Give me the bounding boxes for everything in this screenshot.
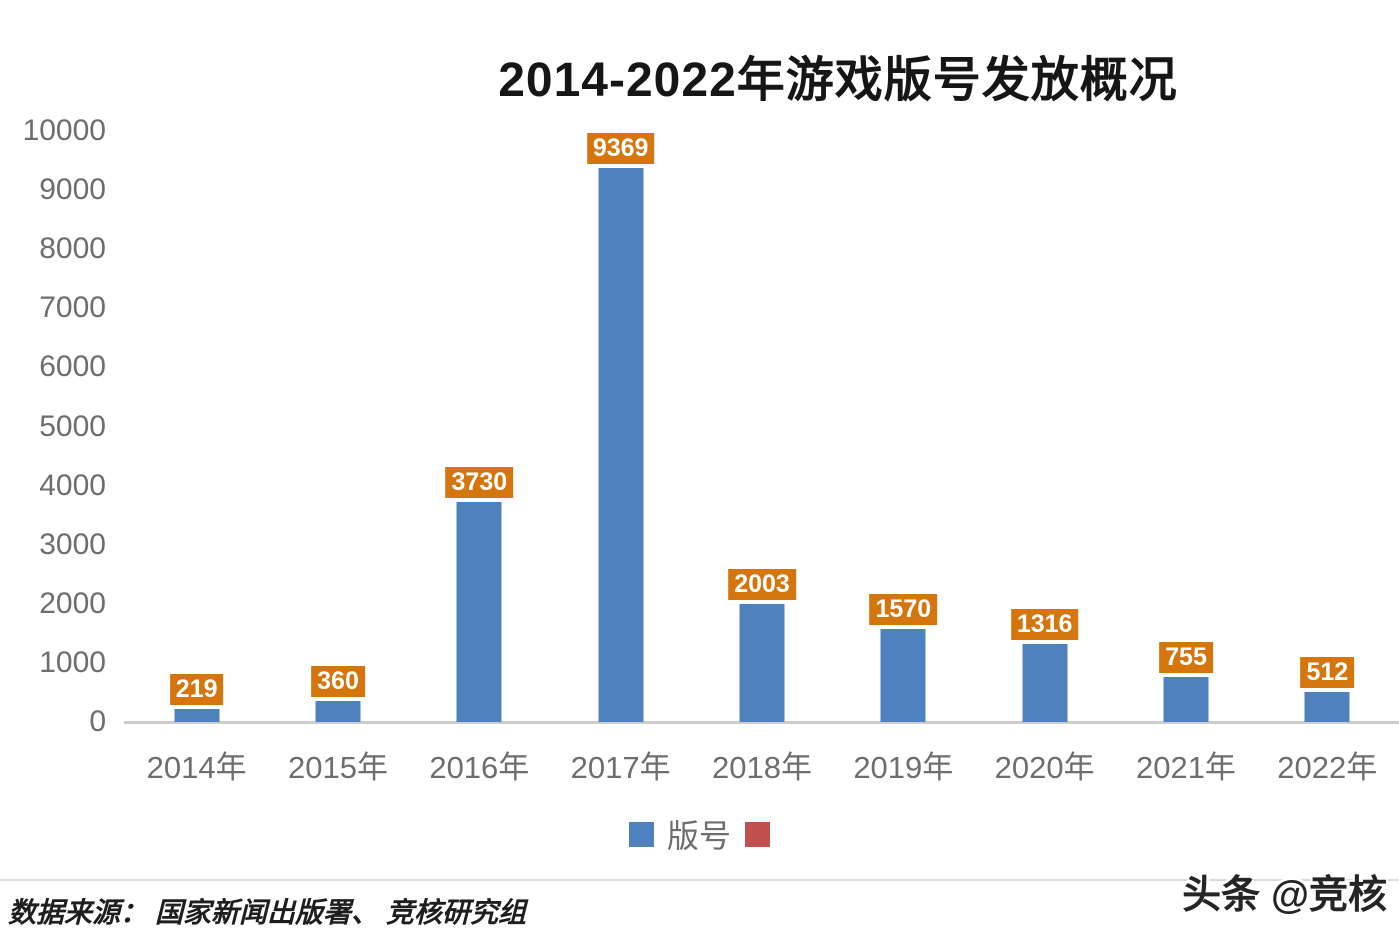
data-source-note: 数据来源： 国家新闻出版署、 竞核研究组 [8,898,527,929]
y-tick-label: 4000 [39,468,106,502]
bar-2015年 [315,701,361,722]
x-tick-label: 2018年 [711,750,812,785]
bar-2021年 [1163,677,1209,722]
x-tick-label: 2016年 [429,750,530,785]
bar-value-label: 1570 [869,594,938,625]
y-tick-label: 2000 [39,586,106,620]
y-tick-label: 7000 [39,291,106,325]
bar-2014年 [174,709,220,722]
y-axis: 10000 9000 8000 7000 6000 5000 4000 3000 2000 100… [0,114,106,738]
y-tick-label: 6000 [39,350,106,384]
x-tick-label: 2020年 [994,750,1095,785]
x-tick-label: 2022年 [1277,750,1378,785]
bar-value-label: 755 [1159,642,1213,673]
y-tick-label: 5000 [39,409,106,443]
bar-value-label: 219 [169,674,224,705]
y-tick-label: 0 [89,705,106,738]
y-tick-label: 8000 [39,232,106,266]
x-tick-label: 2017年 [570,750,671,785]
bar-2016年 [456,502,502,722]
bar-2019年 [880,629,926,722]
x-tick-label: 2021年 [1135,750,1236,785]
bar-2022年 [1304,692,1350,722]
bar-value-label: 1316 [1010,609,1079,640]
bar-value-label: 512 [1300,657,1355,688]
x-axis: 2014年 2015年 2016年 2017年 2018年 2019年 2020年 2021年… [126,742,1398,787]
x-tick-label: 2015年 [288,750,388,785]
x-axis-line [124,721,1399,724]
bar-2017年 [598,168,644,722]
legend-swatch-red [745,821,770,847]
y-tick-label: 1000 [39,645,106,679]
bar-value-label: 3730 [445,467,514,498]
bar-value-label: 360 [311,666,365,697]
legend-label-banhao: 版号 [666,818,731,854]
bar-2020年 [1022,644,1068,722]
bar-value-label: 2003 [728,569,796,600]
x-tick-label: 2019年 [853,750,954,785]
bar-2018年 [739,604,785,722]
chart-title: 2014-2022年游戏版号发放概况 [498,54,1178,107]
footer-divider [0,879,1399,881]
toutiao-watermark: 头条 @竞核 [1182,874,1387,917]
y-tick-label: 10000 [22,114,106,147]
legend-swatch-banhao [628,821,654,847]
y-tick-label: 9000 [39,173,106,207]
y-tick-label: 3000 [39,527,106,561]
legend: 版号 [0,817,1399,854]
plot-area: 219 360 3730 9369 2003 1570 1316 755 512 [124,131,1399,724]
bar-value-label: 9369 [586,133,655,164]
x-tick-label: 2014年 [146,750,247,785]
